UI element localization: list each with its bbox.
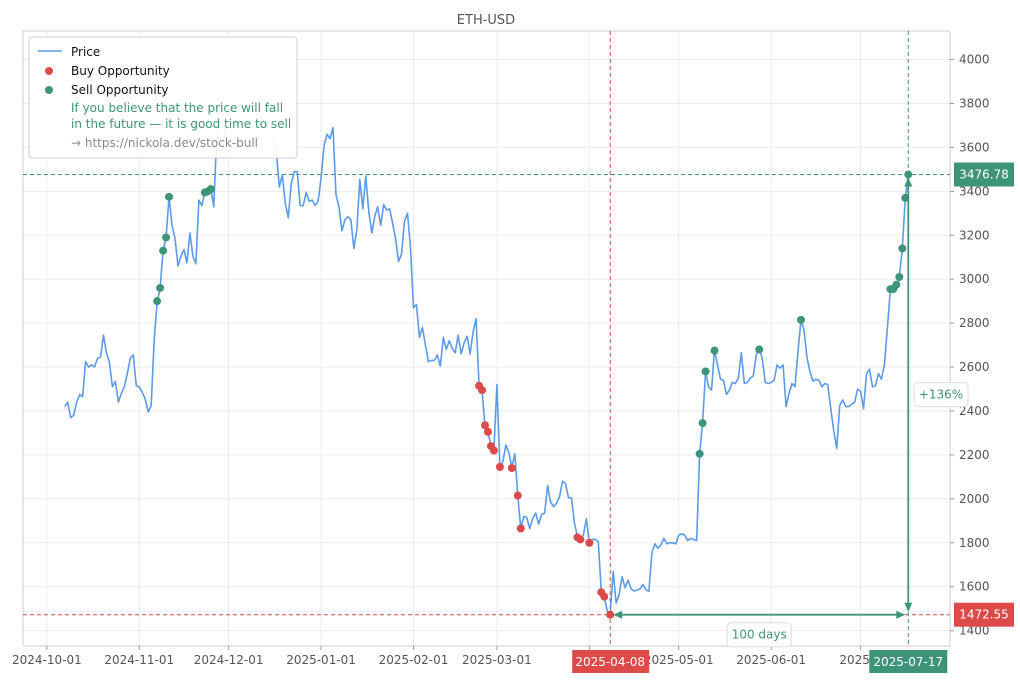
sell-value-label: 3476.78 <box>959 167 1009 181</box>
sell-point <box>898 244 907 253</box>
sell-point <box>710 346 719 355</box>
sell-point <box>796 315 805 324</box>
axis-labels: 1400 1600 1800 2000 2200 2400 2600 2800 3000 3200… <box>12 53 990 667</box>
legend-note-line-2: in the future — it is good time to sell <box>71 117 291 131</box>
buy-date-label: 2025-04-08 <box>575 655 645 669</box>
sell-point <box>695 449 704 458</box>
sell-point <box>904 170 913 179</box>
y-tick-label: 2600 <box>959 360 990 374</box>
sell-value-badge <box>954 162 1014 187</box>
buy-point <box>513 491 522 500</box>
buy-point <box>489 446 498 455</box>
sell-point <box>755 345 764 354</box>
buy-point <box>576 535 585 544</box>
x-tick-label: 2025-03-01 <box>462 653 532 667</box>
sell-point <box>206 185 215 194</box>
legend-buy-label: Buy Opportunity <box>71 64 170 78</box>
legend-buy-marker <box>45 67 53 75</box>
buy-point <box>478 386 487 395</box>
x-tick-label: 2025-06-01 <box>736 653 806 667</box>
buy-value-label: 1472.55 <box>959 608 1009 622</box>
legend-box <box>28 36 298 159</box>
legend-price-label: Price <box>71 45 100 59</box>
signal-points <box>153 170 913 619</box>
y-tick-label: 2800 <box>959 316 990 330</box>
sell-point <box>159 246 168 255</box>
y-tick-label: 3400 <box>959 184 990 198</box>
x-tick-label: 2025-01-01 <box>286 653 356 667</box>
chart-title: ETH-USD <box>457 13 515 28</box>
y-tick-label: 2400 <box>959 404 990 418</box>
sell-point <box>895 273 904 281</box>
x-tick-label: 2024-10-01 <box>12 653 82 667</box>
legend-sell-marker <box>45 86 53 94</box>
sell-point <box>701 367 710 376</box>
days-label-box <box>726 622 792 648</box>
sell-point <box>165 192 174 201</box>
sell-date-label: 2025-07-17 <box>873 655 943 669</box>
buy-point <box>507 464 516 473</box>
y-tick-label: 1600 <box>959 580 990 594</box>
change-arrow-head-down <box>904 602 913 612</box>
sell-point <box>153 297 162 306</box>
buy-point <box>600 592 609 601</box>
y-tick-label: 3200 <box>959 228 990 242</box>
buy-point <box>585 538 594 547</box>
legend-sell-label: Sell Opportunity <box>71 83 169 97</box>
y-tick-label: 4000 <box>959 53 990 67</box>
buy-date-badge <box>572 650 650 673</box>
y-tick-label: 1800 <box>959 536 990 550</box>
duration-arrow-head-left <box>613 610 623 619</box>
sell-point <box>892 280 901 289</box>
sell-point <box>698 419 707 428</box>
buy-point <box>495 462 504 471</box>
sell-point <box>901 193 910 202</box>
y-tick-label: 3600 <box>959 140 990 154</box>
pct-change-label: +136% <box>919 388 963 402</box>
change-arrows <box>613 177 913 619</box>
y-tick-label: 2200 <box>959 448 990 462</box>
y-tick-label: 3800 <box>959 96 990 110</box>
x-tick-label: 2025-05-01 <box>644 653 714 667</box>
legend: Price Buy Opportunity Sell Opportunity I… <box>28 36 298 159</box>
y-tick-label: 1400 <box>959 624 990 638</box>
legend-link[interactable]: → https://nickola.dev/stock-bull <box>71 136 258 150</box>
buy-point <box>483 427 492 436</box>
buy-point <box>606 610 615 619</box>
sell-point <box>156 283 165 292</box>
x-tick-label: 2024-12-01 <box>194 653 264 667</box>
sell-point <box>162 233 171 242</box>
buy-point <box>481 421 490 430</box>
x-tick-label: 2024-11-01 <box>104 653 174 667</box>
legend-note-line-1: If you believe that the price will fall <box>71 101 283 115</box>
days-label: 100 days <box>732 628 787 642</box>
duration-arrow-head-right <box>896 610 906 619</box>
change-arrow-head-up <box>904 177 913 187</box>
sell-date-badge <box>869 650 948 673</box>
y-tick-label: 2000 <box>959 492 990 506</box>
buy-value-badge <box>954 602 1014 627</box>
plot-frame <box>22 30 951 647</box>
buy-point <box>516 524 525 533</box>
y-tick-label: 3000 <box>959 272 990 286</box>
grid-lines <box>23 31 950 646</box>
pct-label-box <box>913 382 969 408</box>
x-tick-label: 2025-02-01 <box>379 653 449 667</box>
